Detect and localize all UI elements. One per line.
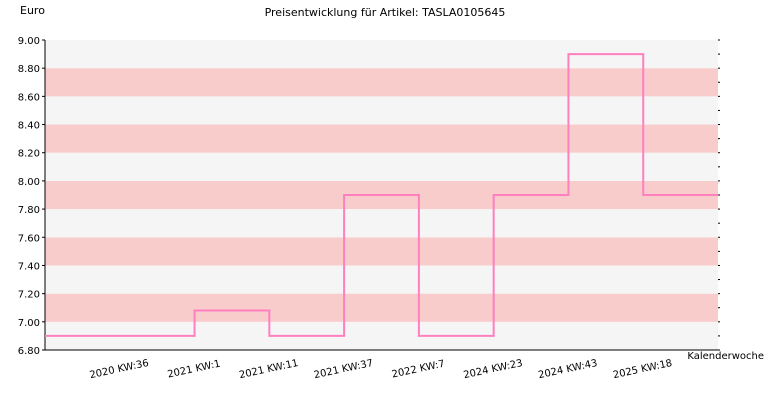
y-tick-label: 8.40 (18, 121, 40, 132)
x-tick-label: 2021 KW:11 (238, 358, 299, 381)
x-tick-label: 2022 KW:7 (391, 359, 446, 381)
y-tick-labels: 6.80 7.00 7.20 7.40 7.60 7.80 8.00 8.20 8.40 8.60… (18, 36, 720, 357)
y-tick-label: 8.20 (18, 149, 40, 160)
x-tick-label: 2021 KW:1 (167, 359, 222, 381)
x-axis-label: Kalenderwoche (687, 351, 764, 362)
x-tick-label: 2025 KW:18 (612, 358, 673, 381)
y-tick-label: 7.60 (18, 233, 40, 244)
y-tick-label: 7.00 (18, 318, 40, 329)
y-axis-label: Euro (20, 4, 45, 17)
background-band (45, 265, 718, 294)
y-tick-label: 8.60 (18, 92, 40, 103)
y-tick-label: 7.80 (18, 205, 40, 216)
y-tick-label: 6.80 (18, 346, 40, 357)
background-band (45, 209, 718, 238)
y-tick-label: 8.00 (18, 177, 40, 188)
price-step-line (45, 53, 718, 337)
y-tick-label: 8.80 (18, 64, 40, 75)
background-band (45, 96, 718, 125)
x-tick-labels: 2020 KW:36 2021 KW:1 2021 KW:11 2021 KW:37 2… (89, 358, 674, 381)
background-band (45, 152, 718, 181)
x-tick-label: 2024 KW:23 (463, 358, 524, 381)
x-tick-label: 2021 KW:37 (313, 358, 374, 381)
y-tick-label: 9.00 (18, 36, 40, 47)
y-tick-label: 7.20 (18, 290, 40, 301)
series-layer (45, 53, 718, 337)
x-tick-label: 2020 KW:36 (89, 358, 150, 381)
x-tick-label: 2024 KW:43 (537, 358, 598, 381)
background-band (45, 68, 718, 97)
y-tick-label: 7.40 (18, 261, 40, 272)
plot-background-bands (45, 40, 718, 350)
background-band (45, 237, 718, 266)
background-band (45, 124, 718, 153)
chart-title: Preisentwicklung für Artikel: TASLA01056… (265, 6, 506, 19)
background-band (45, 293, 718, 322)
axes (44, 40, 718, 351)
